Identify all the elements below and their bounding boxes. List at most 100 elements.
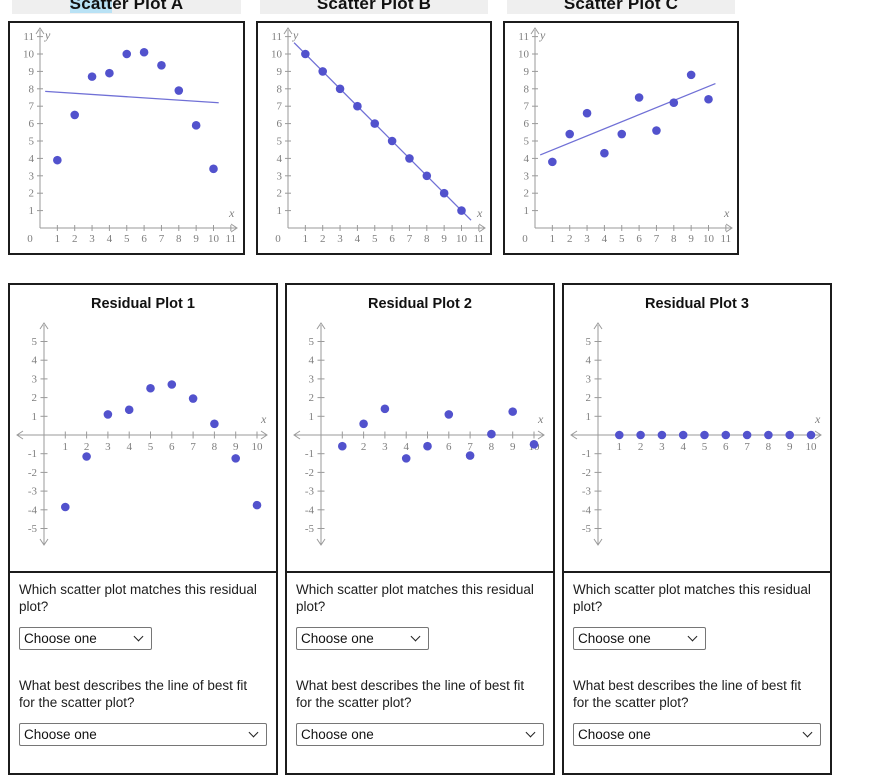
svg-text:10: 10 [456, 233, 468, 245]
svg-text:1: 1 [55, 233, 61, 245]
svg-text:6: 6 [169, 441, 175, 453]
svg-text:-1: -1 [305, 448, 314, 460]
svg-text:4: 4 [403, 441, 409, 453]
svg-text:3: 3 [105, 441, 111, 453]
svg-text:7: 7 [467, 441, 473, 453]
svg-text:y: y [44, 28, 51, 42]
svg-text:7: 7 [524, 101, 530, 113]
svg-text:-3: -3 [305, 486, 315, 498]
svg-text:3: 3 [584, 233, 590, 245]
svg-text:3: 3 [309, 373, 315, 385]
svg-text:3: 3 [659, 441, 665, 453]
svg-text:10: 10 [518, 49, 530, 61]
svg-text:9: 9 [277, 66, 283, 78]
svg-text:-5: -5 [305, 523, 315, 535]
svg-text:6: 6 [636, 233, 642, 245]
fit-description-select-3[interactable]: Choose one [573, 723, 821, 746]
svg-text:6: 6 [277, 118, 283, 130]
svg-text:-4: -4 [305, 504, 315, 516]
scatter-plot-a-titlebar: Scatter Plot A [12, 0, 241, 14]
svg-text:6: 6 [446, 441, 452, 453]
svg-text:5: 5 [702, 441, 708, 453]
svg-text:0: 0 [522, 233, 528, 245]
scatter-match-select-1[interactable]: Choose one [19, 627, 152, 650]
svg-text:9: 9 [510, 441, 516, 453]
svg-text:5: 5 [586, 336, 592, 348]
svg-text:3: 3 [586, 373, 592, 385]
residual-card-1: Residual Plot 1 1 2 3 4 5 6 7 8 9 10 1 2 3 4 5 -1 -2 -3 -4… [8, 283, 278, 775]
svg-text:x: x [723, 206, 730, 220]
svg-text:10: 10 [208, 233, 220, 245]
residual-card-3: Residual Plot 3 1 2 3 4 5 6 7 8 9 10 1 2 3 4 5 -1 -2 -3 -4… [562, 283, 832, 775]
svg-text:x: x [228, 206, 235, 220]
svg-text:6: 6 [723, 441, 729, 453]
scatter-match-select-3[interactable]: Choose one [573, 627, 706, 650]
fit-question-label: What best describes the line of best fit… [296, 678, 525, 710]
fit-description-select-1[interactable]: Choose one [19, 723, 267, 746]
svg-text:8: 8 [212, 441, 218, 453]
residual-plot-1-section: Residual Plot 1 1 2 3 4 5 6 7 8 9 10 1 2 3 4 5 -1 -2 -3 -4… [10, 296, 276, 573]
scatter-plot-b-titlebar: Scatter Plot B [260, 0, 488, 14]
scatter-plot-b-box: 1 2 3 4 5 6 7 8 9 10 11 1 2 3 4 5 6 7 8 9 10 11 0 x y [256, 21, 492, 255]
svg-text:9: 9 [233, 441, 239, 453]
svg-text:4: 4 [309, 355, 315, 367]
svg-text:11: 11 [474, 233, 485, 245]
svg-text:4: 4 [107, 233, 113, 245]
svg-text:8: 8 [766, 441, 772, 453]
svg-text:6: 6 [141, 233, 147, 245]
residual-plot-2-section: Residual Plot 2 1234567891012345-1-2-3-4… [287, 296, 553, 573]
svg-text:11: 11 [721, 233, 732, 245]
svg-text:8: 8 [424, 233, 430, 245]
svg-text:3: 3 [524, 170, 530, 182]
residual-plot-2-title: Residual Plot 2 [368, 296, 472, 312]
svg-text:0: 0 [27, 233, 33, 245]
svg-text:10: 10 [703, 233, 715, 245]
svg-text:7: 7 [654, 233, 660, 245]
svg-text:4: 4 [355, 233, 361, 245]
svg-text:9: 9 [29, 66, 35, 78]
svg-text:x: x [476, 206, 483, 220]
svg-text:-1: -1 [28, 448, 37, 460]
svg-text:2: 2 [277, 188, 283, 200]
scatter-plot-a-group: Scatter Plot A 1 2 3 4 5 6 7 8 9 10 11 1 2 3 4 5 6 7 8 9 10 1… [8, 0, 245, 256]
match-select-wrap: Choose one [573, 627, 706, 650]
svg-text:-2: -2 [305, 467, 314, 479]
svg-text:1: 1 [63, 441, 69, 453]
fit-description-select-2[interactable]: Choose one [296, 723, 544, 746]
residual-card-2: Residual Plot 2 1234567891012345-1-2-3-4… [285, 283, 555, 775]
fit-question-label: What best describes the line of best fit… [573, 678, 802, 710]
svg-text:3: 3 [89, 233, 95, 245]
svg-text:11: 11 [271, 31, 282, 43]
scatter-plot-c-title: Scatter Plot C [563, 0, 679, 13]
svg-text:11: 11 [226, 233, 237, 245]
svg-text:0: 0 [275, 233, 281, 245]
scatter-match-select-2[interactable]: Choose one [296, 627, 429, 650]
match-question-label: Which scatter plot matches this residual… [296, 582, 534, 614]
svg-text:8: 8 [29, 83, 35, 95]
match-question-label: Which scatter plot matches this residual… [573, 582, 811, 614]
svg-text:-3: -3 [28, 486, 38, 498]
fit-select-wrap: Choose one [296, 723, 544, 746]
selected-text-highlight: Scatt [69, 0, 113, 13]
svg-text:x: x [814, 412, 821, 426]
svg-text:2: 2 [320, 233, 326, 245]
scatter-plot-b-title: Scatter Plot B [316, 0, 432, 13]
svg-text:2: 2 [361, 441, 367, 453]
match-question-label: Which scatter plot matches this residual… [19, 582, 257, 614]
svg-text:1: 1 [32, 411, 38, 423]
residual-plot-3-section: Residual Plot 3 1 2 3 4 5 6 7 8 9 10 1 2 3 4 5 -1 -2 -3 -4… [564, 296, 830, 573]
residual-plot-3-title: Residual Plot 3 [645, 296, 749, 312]
svg-text:3: 3 [277, 170, 283, 182]
svg-text:9: 9 [441, 233, 447, 245]
svg-text:-4: -4 [582, 504, 592, 516]
svg-text:3: 3 [337, 233, 343, 245]
svg-text:8: 8 [671, 233, 677, 245]
svg-text:-5: -5 [28, 523, 38, 535]
match-select-wrap: Choose one [19, 627, 152, 650]
fit-question-label: What best describes the line of best fit… [19, 678, 248, 710]
svg-text:7: 7 [744, 441, 750, 453]
residual-plot-1-title: Residual Plot 1 [91, 296, 195, 312]
